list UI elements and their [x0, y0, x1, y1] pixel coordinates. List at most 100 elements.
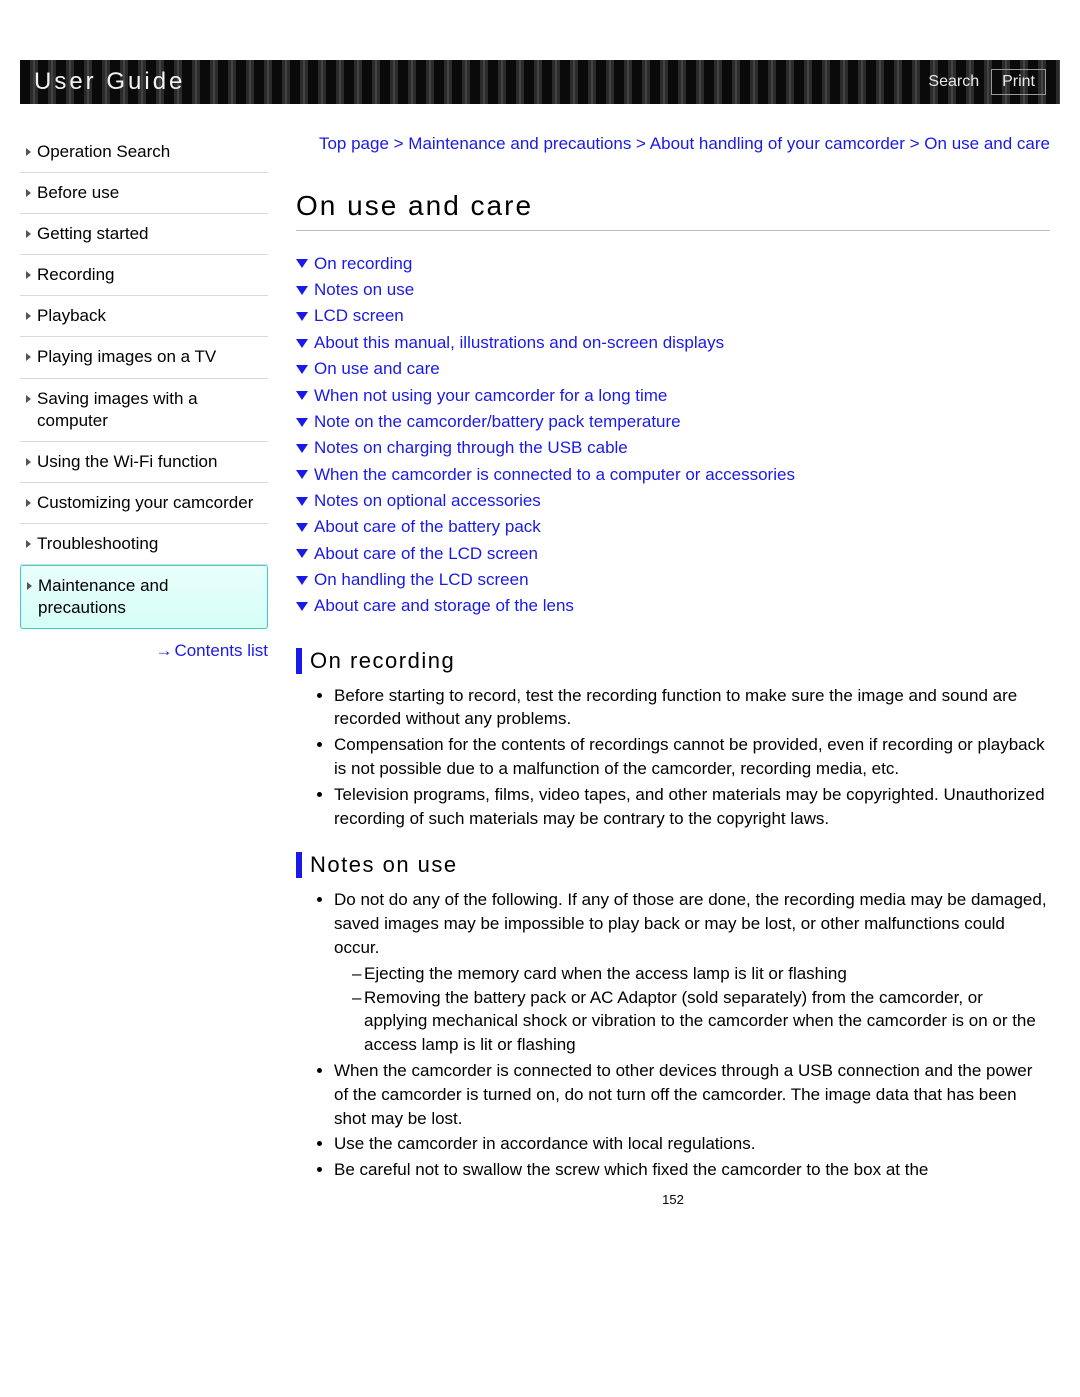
toc-link-label: About care of the LCD screen	[314, 541, 538, 567]
triangle-down-icon	[296, 576, 308, 585]
chevron-right-icon	[26, 499, 31, 507]
toc-link[interactable]: Notes on optional accessories	[296, 488, 1050, 514]
sidebar-item[interactable]: Maintenance and precautions	[20, 565, 268, 629]
chevron-right-icon	[26, 148, 31, 156]
contents-list-link[interactable]: →Contents list	[20, 641, 268, 661]
triangle-down-icon	[296, 497, 308, 506]
toc-link-label: Notes on use	[314, 277, 414, 303]
chevron-right-icon	[26, 540, 31, 548]
page-body: Operation Search Before use Getting starte…	[20, 132, 1060, 1207]
triangle-down-icon	[296, 470, 308, 479]
arrow-right-icon: →	[155, 641, 170, 660]
toc-link[interactable]: When not using your camcorder for a long…	[296, 383, 1050, 409]
sidebar-item-label: Playback	[37, 305, 106, 327]
sidebar-item[interactable]: Troubleshooting	[20, 524, 268, 565]
toc-link-label: On handling the LCD screen	[314, 567, 529, 593]
triangle-down-icon	[296, 312, 308, 321]
triangle-down-icon	[296, 602, 308, 611]
sidebar-item-label: Before use	[37, 182, 119, 204]
sidebar: Operation Search Before use Getting starte…	[20, 132, 268, 1207]
chevron-right-icon	[26, 353, 31, 361]
triangle-down-icon	[296, 549, 308, 558]
toc-link[interactable]: Note on the camcorder/battery pack tempe…	[296, 409, 1050, 435]
triangle-down-icon	[296, 523, 308, 532]
sidebar-item[interactable]: Operation Search	[20, 132, 268, 173]
toc-link[interactable]: Notes on use	[296, 277, 1050, 303]
print-button[interactable]: Print	[991, 69, 1046, 95]
sidebar-item[interactable]: Playing images on a TV	[20, 337, 268, 378]
toc-link-label: About this manual, illustrations and on-…	[314, 330, 724, 356]
bullet-item: Do not do any of the following. If any o…	[334, 888, 1050, 1057]
chevron-right-icon	[26, 271, 31, 279]
sidebar-item-label: Playing images on a TV	[37, 346, 216, 368]
toc-link-label: When the camcorder is connected to a com…	[314, 462, 795, 488]
search-link[interactable]: Search	[928, 73, 979, 91]
chevron-right-icon	[26, 458, 31, 466]
toc-link[interactable]: Notes on charging through the USB cable	[296, 435, 1050, 461]
sidebar-item-label: Customizing your camcorder	[37, 492, 253, 514]
triangle-down-icon	[296, 259, 308, 268]
bullet-item: Before starting to record, test the reco…	[334, 684, 1050, 732]
sidebar-item-label: Recording	[37, 264, 115, 286]
triangle-down-icon	[296, 365, 308, 374]
sidebar-item-label: Saving images with a computer	[37, 388, 262, 432]
chevron-right-icon	[26, 312, 31, 320]
toc-link[interactable]: About care and storage of the lens	[296, 593, 1050, 619]
chevron-right-icon	[26, 189, 31, 197]
breadcrumb[interactable]: Top page > Maintenance and precautions >…	[296, 132, 1050, 156]
toc-link[interactable]: About care of the LCD screen	[296, 541, 1050, 567]
toc-link[interactable]: About care of the battery pack	[296, 514, 1050, 540]
toc-link-label: On recording	[314, 251, 412, 277]
toc-link-label: Notes on optional accessories	[314, 488, 541, 514]
triangle-down-icon	[296, 391, 308, 400]
toc-link[interactable]: About this manual, illustrations and on-…	[296, 330, 1050, 356]
bullet-item: Television programs, films, video tapes,…	[334, 783, 1050, 831]
sidebar-item[interactable]: Recording	[20, 255, 268, 296]
topbar: User Guide Search Print	[20, 60, 1060, 104]
triangle-down-icon	[296, 444, 308, 453]
sub-item: –Ejecting the memory card when the acces…	[352, 962, 1050, 986]
toc-link-label: Note on the camcorder/battery pack tempe…	[314, 409, 681, 435]
triangle-down-icon	[296, 418, 308, 427]
toc-link-label: About care and storage of the lens	[314, 593, 574, 619]
app-title: User Guide	[34, 68, 185, 96]
bullet-list: Before starting to record, test the reco…	[296, 684, 1050, 831]
sidebar-item[interactable]: Customizing your camcorder	[20, 483, 268, 524]
sidebar-item-label: Getting started	[37, 223, 149, 245]
toc-link-label: LCD screen	[314, 303, 404, 329]
main-content: Top page > Maintenance and precautions >…	[296, 132, 1060, 1207]
toc-link[interactable]: When the camcorder is connected to a com…	[296, 462, 1050, 488]
toc-link[interactable]: On handling the LCD screen	[296, 567, 1050, 593]
toc-link[interactable]: On use and care	[296, 356, 1050, 382]
toc-link-label: About care of the battery pack	[314, 514, 541, 540]
sidebar-item[interactable]: Using the Wi-Fi function	[20, 442, 268, 483]
chevron-right-icon	[26, 395, 31, 403]
nav-list: Operation Search Before use Getting starte…	[20, 132, 268, 629]
section-heading: On recording	[296, 648, 1050, 674]
sidebar-item[interactable]: Saving images with a computer	[20, 379, 268, 442]
triangle-down-icon	[296, 339, 308, 348]
triangle-down-icon	[296, 286, 308, 295]
toc-link-label: On use and care	[314, 356, 440, 382]
dash-icon: –	[352, 986, 364, 1057]
page-title: On use and care	[296, 190, 1050, 231]
bullet-text: Do not do any of the following. If any o…	[334, 890, 1047, 957]
sub-item: –Removing the battery pack or AC Adaptor…	[352, 986, 1050, 1057]
sidebar-item-label: Operation Search	[37, 141, 170, 163]
dash-icon: –	[352, 962, 364, 986]
toc-link[interactable]: On recording	[296, 251, 1050, 277]
sidebar-item[interactable]: Playback	[20, 296, 268, 337]
page-toc: On recordingNotes on useLCD screenAbout …	[296, 251, 1050, 620]
sidebar-item[interactable]: Getting started	[20, 214, 268, 255]
sidebar-item[interactable]: Before use	[20, 173, 268, 214]
sub-item-text: Removing the battery pack or AC Adaptor …	[364, 986, 1050, 1057]
bullet-item: Be careful not to swallow the screw whic…	[334, 1158, 1050, 1182]
bullet-item: Compensation for the contents of recordi…	[334, 733, 1050, 781]
bullet-list: Do not do any of the following. If any o…	[296, 888, 1050, 1182]
toc-link[interactable]: LCD screen	[296, 303, 1050, 329]
sub-list: –Ejecting the memory card when the acces…	[334, 962, 1050, 1057]
bullet-item: Use the camcorder in accordance with loc…	[334, 1132, 1050, 1156]
toc-link-label: When not using your camcorder for a long…	[314, 383, 667, 409]
sidebar-item-label: Troubleshooting	[37, 533, 158, 555]
section-heading: Notes on use	[296, 852, 1050, 878]
